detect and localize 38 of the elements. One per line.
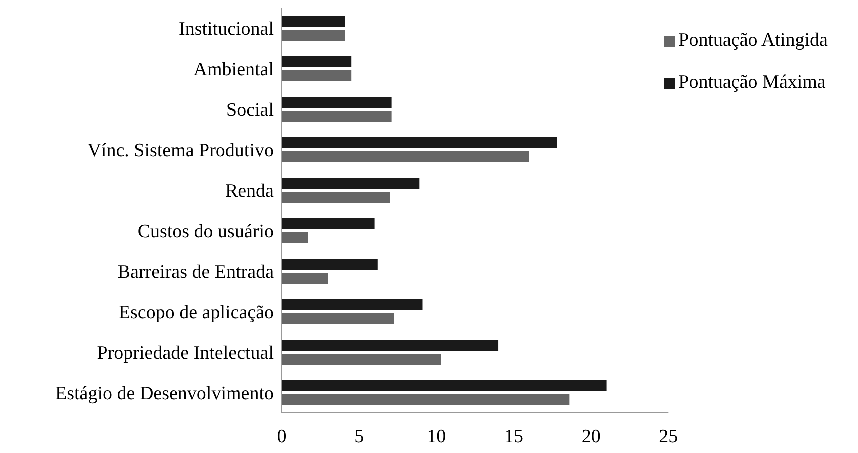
y-tick-label: Estágio de Desenvolvimento [56,383,274,404]
bar [282,70,352,82]
x-tick-label: 5 [354,426,364,448]
bar [282,314,394,324]
bar [282,56,352,68]
bar [282,232,308,244]
bar [282,16,346,27]
x-tick-label: 25 [659,426,678,448]
bar [282,138,558,148]
x-tick-label: 15 [504,426,524,448]
y-tick-label: Propriedade Intelectual [97,342,274,364]
bar [282,380,607,392]
bar [282,152,530,162]
bar [282,218,375,230]
bar [282,259,378,270]
bar [282,300,423,310]
y-tick-label: Escopo de aplicação [118,302,274,324]
bar [282,340,499,351]
y-tick-label: Custos do usuário [138,221,274,242]
x-tick-label: 10 [427,426,446,448]
y-tick-label: Vínc. Sistema Produtivo [88,140,274,162]
legend-label: Pontuação Máxima [678,72,826,93]
bar [282,354,442,365]
bar [282,178,420,189]
y-tick-label: Institucional [179,18,274,40]
bar [282,30,346,41]
x-tick-label: 20 [582,426,601,448]
x-tick-label: 0 [277,426,287,448]
y-tick-label: Barreiras de Entrada [118,262,275,283]
legend-label: Pontuação Atingida [678,30,828,51]
bar [282,97,392,108]
y-tick-label: Renda [225,180,275,202]
bar [282,111,392,122]
y-tick-label: Social [226,100,274,121]
bar [282,192,390,203]
y-tick-label: Ambiental [194,59,274,80]
bar [282,394,570,406]
bar [282,273,328,284]
